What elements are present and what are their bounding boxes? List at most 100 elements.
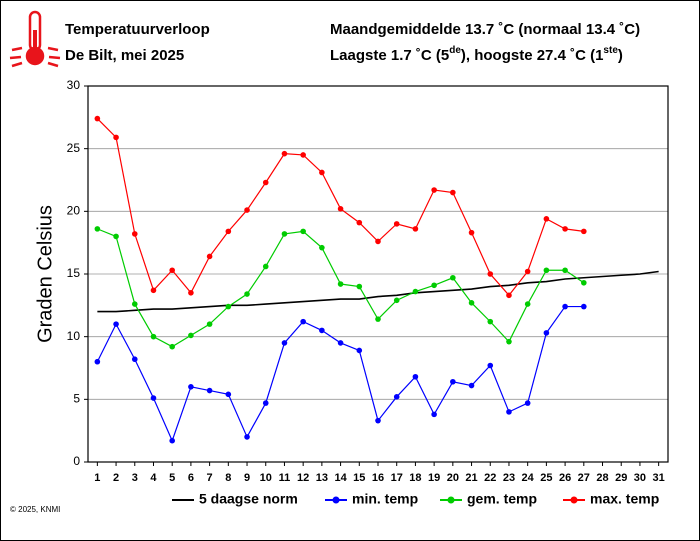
x-tick-label: 5 bbox=[169, 472, 175, 484]
x-tick-label: 8 bbox=[225, 472, 231, 484]
data-point bbox=[262, 263, 269, 270]
footnote: © 2025, KNMI bbox=[10, 505, 60, 514]
x-tick-label: 20 bbox=[447, 472, 459, 484]
data-point bbox=[244, 434, 250, 440]
data-point bbox=[543, 216, 550, 222]
data-point bbox=[131, 301, 138, 307]
x-tick-label: 6 bbox=[188, 472, 194, 484]
data-point bbox=[506, 409, 512, 415]
data-point bbox=[94, 358, 101, 365]
data-point bbox=[543, 267, 550, 274]
data-point bbox=[393, 394, 400, 400]
data-point bbox=[169, 437, 175, 444]
legend-label: 5 daagse norm bbox=[199, 491, 298, 507]
data-point bbox=[450, 378, 456, 385]
x-tick-label: 27 bbox=[578, 472, 590, 484]
data-point bbox=[375, 238, 381, 245]
data-point bbox=[131, 231, 138, 237]
data-point bbox=[150, 287, 157, 294]
data-point bbox=[524, 268, 531, 275]
x-tick-label: 15 bbox=[353, 472, 365, 484]
y-tick-label: 5 bbox=[73, 392, 80, 406]
data-point bbox=[225, 303, 232, 310]
legend-marker bbox=[447, 496, 455, 504]
data-point bbox=[206, 321, 213, 327]
data-point bbox=[188, 290, 194, 296]
legend-label: max. temp bbox=[590, 491, 659, 507]
extremes: Laagste 1.7 ˚C (5de), hoogste 27.4 ˚C (1… bbox=[330, 45, 623, 64]
data-point bbox=[524, 400, 531, 406]
data-point bbox=[487, 318, 494, 325]
data-point bbox=[375, 417, 381, 424]
x-tick-label: 25 bbox=[540, 472, 552, 484]
data-point bbox=[412, 288, 419, 295]
data-point bbox=[188, 384, 194, 390]
data-point bbox=[337, 340, 344, 346]
x-tick-label: 12 bbox=[297, 472, 309, 484]
data-point bbox=[393, 221, 400, 227]
data-point bbox=[375, 316, 381, 322]
data-point bbox=[244, 291, 250, 297]
x-tick-label: 9 bbox=[244, 472, 250, 484]
data-point bbox=[206, 253, 213, 260]
data-point bbox=[562, 303, 568, 310]
data-point bbox=[262, 179, 269, 186]
summary: Maandgemiddelde 13.7 ˚C (normaal 13.4 ˚C… bbox=[330, 21, 640, 38]
extremes-part: ste bbox=[603, 45, 618, 56]
extremes-part: ) bbox=[618, 47, 623, 64]
data-point bbox=[188, 332, 194, 339]
data-point bbox=[412, 373, 419, 380]
x-tick-label: 28 bbox=[596, 472, 608, 484]
chart-title: Temperatuurverloop bbox=[65, 21, 210, 38]
data-point bbox=[581, 228, 587, 235]
x-tick-label: 1 bbox=[94, 472, 100, 484]
data-point bbox=[150, 333, 157, 340]
x-tick-label: 31 bbox=[653, 472, 665, 484]
data-point bbox=[562, 226, 568, 232]
data-point bbox=[581, 279, 587, 286]
data-point bbox=[581, 303, 587, 310]
legend-marker bbox=[332, 496, 340, 504]
x-tick-label: 21 bbox=[465, 472, 477, 484]
data-point bbox=[319, 244, 325, 251]
data-point bbox=[524, 301, 531, 307]
y-tick-label: 15 bbox=[67, 266, 81, 280]
thermometer-icon bbox=[9, 10, 61, 68]
y-tick-label: 20 bbox=[67, 204, 81, 218]
y-tick-label: 30 bbox=[67, 78, 81, 92]
x-tick-label: 19 bbox=[428, 472, 440, 484]
data-point bbox=[356, 347, 363, 354]
x-tick-label: 11 bbox=[279, 472, 291, 484]
series-line bbox=[97, 270, 659, 313]
data-point bbox=[468, 229, 475, 236]
legend-label: gem. temp bbox=[467, 491, 537, 507]
data-point bbox=[113, 233, 119, 240]
data-point bbox=[281, 150, 288, 157]
data-point bbox=[450, 274, 456, 281]
x-tick-label: 13 bbox=[316, 472, 328, 484]
data-point bbox=[412, 226, 419, 232]
data-point bbox=[94, 226, 101, 232]
data-point bbox=[337, 206, 344, 212]
data-point bbox=[150, 395, 157, 401]
data-point bbox=[319, 169, 325, 176]
data-point bbox=[431, 187, 437, 193]
x-tick-label: 30 bbox=[634, 472, 646, 484]
x-tick-label: 3 bbox=[132, 472, 138, 484]
x-tick-label: 26 bbox=[559, 472, 571, 484]
x-tick-label: 4 bbox=[150, 472, 157, 484]
data-point bbox=[244, 207, 250, 213]
data-point bbox=[543, 330, 550, 336]
data-point bbox=[487, 271, 494, 277]
extremes-part: ), hoogste 27.4 ˚C (1 bbox=[461, 47, 604, 64]
x-tick-label: 2 bbox=[113, 472, 119, 484]
legend-marker bbox=[570, 496, 578, 504]
data-point bbox=[300, 318, 306, 325]
data-point bbox=[468, 300, 475, 306]
data-point bbox=[319, 327, 325, 334]
x-tick-label: 16 bbox=[372, 472, 384, 484]
data-point bbox=[169, 343, 175, 350]
data-point bbox=[506, 292, 512, 299]
